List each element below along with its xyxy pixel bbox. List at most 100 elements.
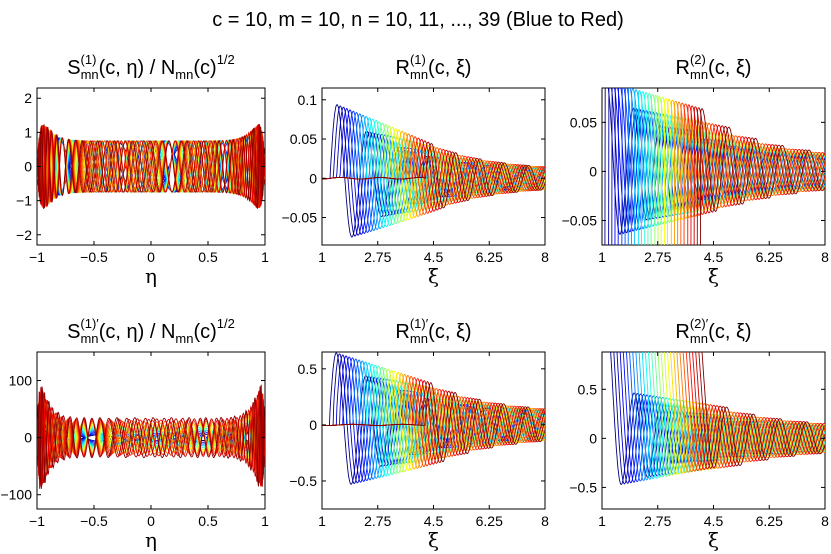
series-line-n38 bbox=[37, 386, 265, 489]
x-axis-label: η bbox=[145, 264, 157, 288]
y-tick-label: −1 bbox=[16, 193, 32, 209]
x-tick-label: 6.25 bbox=[756, 513, 783, 529]
x-tick-label: 1 bbox=[598, 249, 606, 265]
x-tick-label: 4.5 bbox=[704, 513, 724, 529]
series-line-n33 bbox=[680, 102, 825, 245]
panels-group: −1 −0.5 0 0.5 1 2 1 0 −1 −2 η Smn(1) (c, η) / Nmn(c)… bbox=[0, 52, 829, 552]
y-tick-label: 0.05 bbox=[570, 114, 597, 130]
y-tick-label: −2 bbox=[16, 227, 32, 243]
x-tick-label: −0.5 bbox=[80, 249, 108, 265]
x-tick-label: 0.5 bbox=[198, 249, 218, 265]
series-group bbox=[37, 384, 265, 489]
x-tick-label: 6.25 bbox=[756, 249, 783, 265]
x-tick-label: 2.75 bbox=[364, 513, 391, 529]
series-line-n34 bbox=[683, 103, 825, 245]
x-tick-label: 4.5 bbox=[424, 249, 444, 265]
series-line-n35 bbox=[688, 352, 825, 471]
series-line-n39 bbox=[37, 125, 265, 209]
y-tick-label: −0.5 bbox=[569, 479, 597, 495]
series-group bbox=[322, 104, 545, 238]
series-line-n38 bbox=[698, 352, 825, 469]
x-tick-label: 1 bbox=[598, 513, 606, 529]
panel-2: 1 2.75 4.5 6.25 8 0.1 0.05 0 −0.05 ξ Rmn(1) (c, ξ) bbox=[282, 52, 550, 288]
panel-3: 1 2.75 4.5 6.25 8 0.05 0 −0.05 ξ Rmn(2) (c, ξ) bbox=[562, 52, 830, 288]
y-tick-label: 0 bbox=[309, 417, 317, 433]
series-line-n24 bbox=[37, 404, 265, 466]
y-tick-label: 0.5 bbox=[298, 361, 318, 377]
x-axis-label: ξ bbox=[428, 528, 439, 552]
x-tick-label: 8 bbox=[821, 249, 829, 265]
series-line-n36 bbox=[690, 105, 825, 245]
x-tick-label: 4.5 bbox=[704, 249, 724, 265]
x-tick-label: 1 bbox=[318, 249, 326, 265]
panel-6: 1 2.75 4.5 6.25 8 0.5 0 −0.5 ξ Rmn(2)′(c, ξ) bbox=[569, 316, 829, 552]
x-tick-label: 1 bbox=[261, 249, 269, 265]
series-line-n39 bbox=[322, 382, 545, 463]
x-tick-label: 2.75 bbox=[364, 249, 391, 265]
series-group bbox=[37, 124, 265, 209]
x-tick-label: 8 bbox=[541, 249, 549, 265]
y-tick-label: 0 bbox=[589, 430, 597, 446]
panel-title: Rmn(2)′(c, ξ) bbox=[675, 316, 751, 346]
series-line-n29 bbox=[670, 352, 825, 474]
x-tick-label: 8 bbox=[541, 513, 549, 529]
series-line-n39 bbox=[701, 352, 825, 469]
series-line-n20 bbox=[637, 90, 825, 245]
panel-1: −1 −0.5 0 0.5 1 2 1 0 −1 −2 η Smn(1) (c, η) / Nmn(c)… bbox=[16, 52, 269, 288]
x-tick-label: 6.25 bbox=[476, 513, 503, 529]
series-group bbox=[604, 88, 825, 245]
x-tick-label: 1 bbox=[318, 513, 326, 529]
x-tick-label: −1 bbox=[29, 249, 45, 265]
y-tick-label: 0 bbox=[24, 430, 32, 446]
panel-title: Rmn(1)′(c, ξ) bbox=[395, 316, 471, 346]
panel-title: Rmn(1) (c, ξ) bbox=[396, 52, 472, 82]
series-line-n33 bbox=[682, 352, 825, 472]
x-tick-label: 2.75 bbox=[644, 513, 671, 529]
series-line-n28 bbox=[666, 352, 825, 475]
panel-4: −1 −0.5 0 0.5 1 100 0 −100 η Smn(1)′(c, η) / Nmn(… bbox=[0, 316, 269, 552]
x-tick-label: 1 bbox=[261, 513, 269, 529]
series-group bbox=[610, 352, 825, 486]
x-tick-label: 4.5 bbox=[424, 513, 444, 529]
x-tick-label: 8 bbox=[821, 513, 829, 529]
y-tick-label: 0.1 bbox=[298, 92, 318, 108]
y-tick-label: 0 bbox=[309, 170, 317, 186]
y-tick-label: 2 bbox=[24, 90, 32, 106]
y-tick-label: 100 bbox=[9, 373, 33, 389]
x-tick-label: 0.5 bbox=[198, 513, 218, 529]
series-line-n38 bbox=[37, 124, 265, 208]
y-tick-label: −0.05 bbox=[282, 210, 318, 226]
x-axis-label: η bbox=[145, 528, 157, 552]
series-line-n34 bbox=[685, 352, 825, 472]
x-axis-label: ξ bbox=[428, 264, 439, 288]
series-line-n37 bbox=[695, 352, 825, 470]
y-tick-label: 0.5 bbox=[578, 381, 598, 397]
panel-5: 1 2.75 4.5 6.25 8 0.5 0 −0.5 ξ Rmn(1)′(c, ξ) bbox=[289, 316, 549, 552]
y-tick-label: 0 bbox=[589, 163, 597, 179]
series-line-n39 bbox=[37, 384, 265, 489]
series-line-n36 bbox=[692, 352, 825, 470]
y-tick-label: −0.5 bbox=[289, 473, 317, 489]
panel-title: Smn(1)′(c, η) / Nmn(c)1/2 bbox=[67, 316, 235, 346]
figure-title: c = 10, m = 10, n = 10, 11, ..., 39 (Blu… bbox=[212, 9, 624, 31]
series-line-n39 bbox=[322, 142, 545, 209]
x-axis-label: ξ bbox=[708, 264, 719, 288]
series-line-n36 bbox=[37, 124, 265, 207]
x-tick-label: −1 bbox=[29, 513, 45, 529]
x-tick-label: 0 bbox=[147, 249, 155, 265]
series-line-n35 bbox=[687, 104, 825, 245]
x-tick-label: 6.25 bbox=[476, 249, 503, 265]
y-tick-label: 1 bbox=[24, 124, 32, 140]
series-line-n37 bbox=[37, 124, 265, 209]
series-line-n38 bbox=[696, 107, 825, 245]
y-tick-label: −100 bbox=[0, 487, 32, 503]
y-tick-label: 0.05 bbox=[290, 131, 317, 147]
series-group bbox=[322, 352, 545, 485]
x-axis-label: ξ bbox=[708, 528, 719, 552]
panel-title: Smn(1) (c, η) / Nmn(c)1/2 bbox=[67, 52, 235, 82]
panel-title: Rmn(2) (c, ξ) bbox=[676, 52, 752, 82]
series-line-n37 bbox=[693, 106, 825, 245]
x-tick-label: −0.5 bbox=[80, 513, 108, 529]
x-tick-label: 2.75 bbox=[644, 249, 671, 265]
